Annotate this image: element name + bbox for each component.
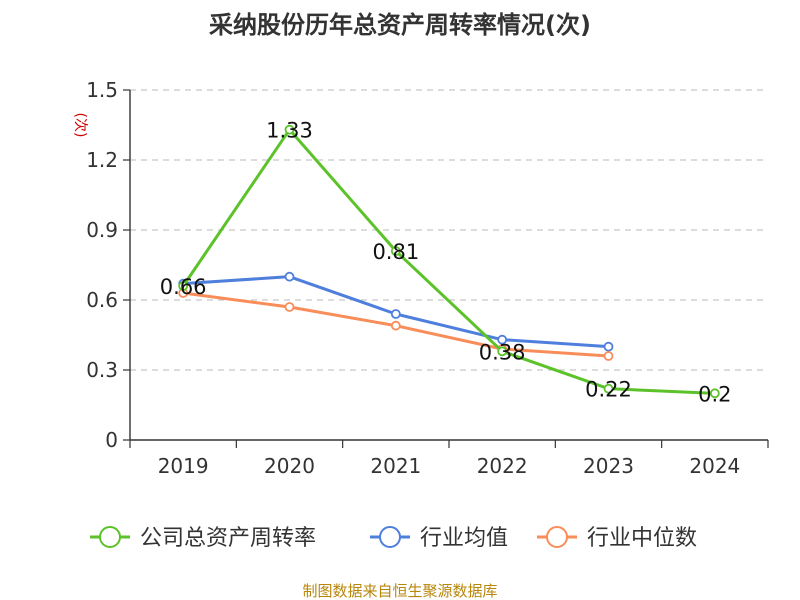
data-point bbox=[178, 281, 189, 291]
x-tick-label: 2020 bbox=[264, 454, 315, 478]
y-tick-label: 0.9 bbox=[86, 218, 118, 242]
x-tick-label: 2023 bbox=[583, 454, 634, 478]
data-label: 0.2 bbox=[698, 382, 731, 406]
y-tick-label: 1.2 bbox=[86, 148, 118, 172]
data-label: 0.22 bbox=[585, 378, 632, 402]
data-label: 0.38 bbox=[479, 340, 526, 364]
data-point bbox=[390, 320, 401, 331]
y-tick-label: 1.5 bbox=[86, 78, 118, 102]
data-point bbox=[284, 302, 295, 312]
data-point bbox=[497, 346, 508, 357]
x-tick-label: 2024 bbox=[689, 454, 740, 478]
data-point bbox=[284, 124, 295, 135]
chart-title: 采纳股份历年总资产周转率情况(次) bbox=[209, 11, 591, 39]
y-tick-label: 0 bbox=[105, 428, 118, 452]
source-note: 制图数据来自恒生聚源数据库 bbox=[302, 582, 497, 600]
legend-label: 行业中位数 bbox=[587, 526, 697, 551]
y-tick-label: 0.6 bbox=[86, 288, 118, 312]
y-axis-unit: (次) bbox=[72, 113, 88, 138]
y-tick-label: 0.3 bbox=[86, 358, 118, 382]
legend-label: 行业均值 bbox=[420, 526, 508, 551]
data-point bbox=[497, 334, 508, 345]
y-tick-labels: 0 0.3 0.6 0.9 1.2 1.5 bbox=[86, 78, 130, 452]
axes bbox=[129, 90, 768, 441]
data-point bbox=[390, 246, 401, 256]
series-group bbox=[178, 124, 720, 399]
data-point bbox=[603, 341, 614, 352]
legend-swatch-marker bbox=[379, 526, 401, 548]
data-label: 1.33 bbox=[266, 119, 313, 143]
legend-label: 公司总资产周转率 bbox=[140, 526, 316, 551]
legend: 公司总资产周转率 行业均值 行业中位数 bbox=[90, 526, 697, 551]
data-point bbox=[709, 388, 720, 399]
x-tick-label: 2021 bbox=[370, 454, 421, 478]
x-tick-label: 2022 bbox=[477, 454, 528, 478]
legend-swatch-marker bbox=[99, 526, 121, 548]
data-label: 0.66 bbox=[160, 275, 207, 299]
x-tick-label: 2019 bbox=[158, 454, 209, 478]
data-point bbox=[284, 271, 295, 282]
legend-swatch-marker bbox=[546, 526, 568, 548]
series-line bbox=[181, 128, 715, 395]
data-point bbox=[603, 351, 614, 361]
x-tick-labels: 2019 2020 2021 2022 2023 2024 bbox=[129, 440, 769, 478]
data-point bbox=[390, 309, 401, 319]
data-labels: 0.66 1.33 0.81 0.38 0.22 0.2 bbox=[160, 119, 732, 407]
data-label: 0.81 bbox=[372, 240, 419, 264]
data-point bbox=[603, 383, 614, 394]
